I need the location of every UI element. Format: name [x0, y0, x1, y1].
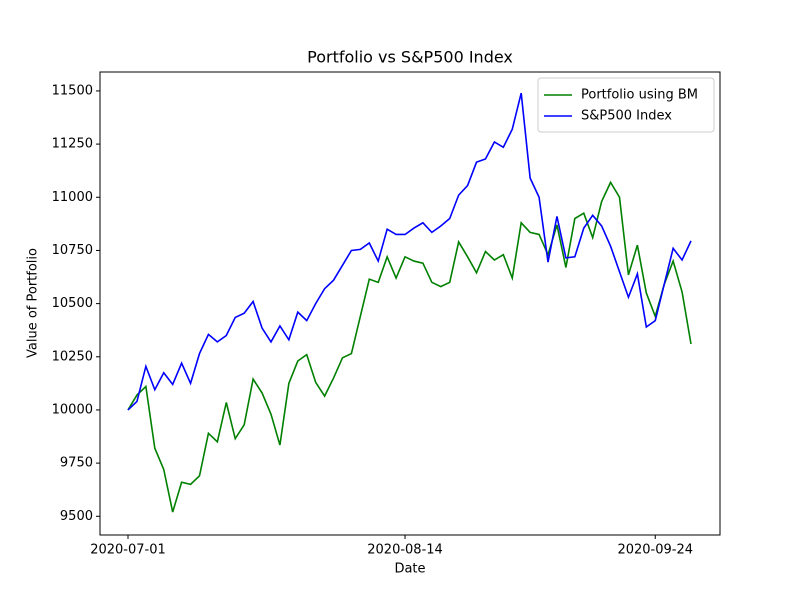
y-tick-label: 10000: [52, 402, 93, 417]
legend-box: [537, 77, 715, 133]
x-tick-label: 2020-08-14: [367, 543, 443, 558]
chart-title: Portfolio vs S&P500 Index: [307, 48, 513, 67]
y-axis-label: Value of Portfolio: [26, 248, 41, 358]
y-tick-label: 11500: [52, 83, 93, 98]
line-series: [127, 92, 692, 411]
y-tick-label: 10750: [52, 243, 93, 258]
x-axis-label: Date: [394, 562, 425, 577]
legend-label: Portfolio using BM: [581, 88, 698, 103]
x-tick-label: 2020-09-24: [617, 543, 693, 558]
y-tick-label: 11250: [52, 137, 93, 152]
plot-frame: [99, 71, 721, 536]
legend-label: S&P500 Index: [581, 109, 672, 124]
y-tick-label: 9750: [60, 456, 93, 471]
y-tick-label: 10500: [52, 296, 93, 311]
y-tick-label: 11000: [52, 190, 93, 205]
x-tick-label: 2020-07-01: [90, 543, 166, 558]
y-tick-label: 10250: [52, 349, 93, 364]
y-tick-label: 9500: [60, 509, 93, 524]
